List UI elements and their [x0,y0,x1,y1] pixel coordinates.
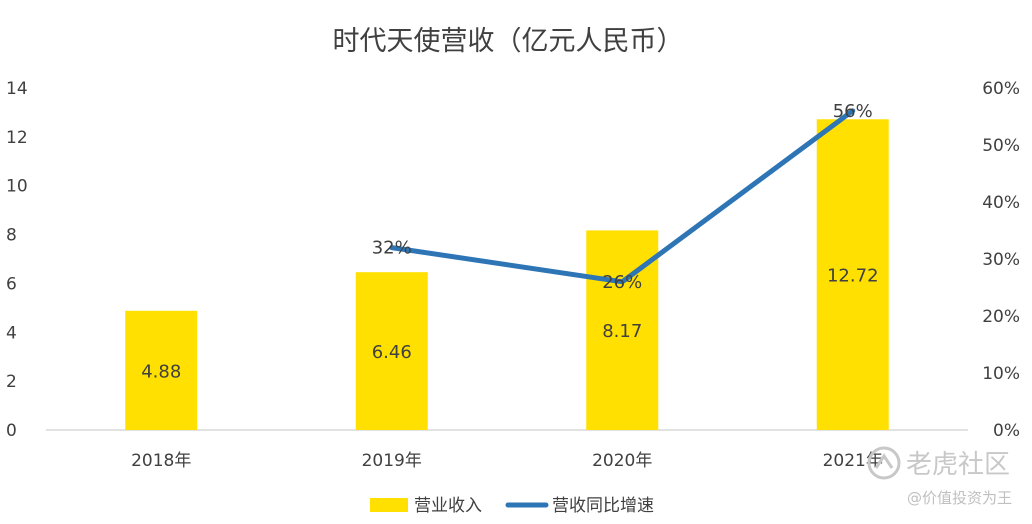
legend: 营业收入 营收同比增速 [370,496,654,516]
y2-tick-label: 10% [982,364,1020,384]
y-tick-label: 14 [6,79,28,99]
watermark: 老虎社区 @价值投资为王 [867,446,1012,507]
bar-data-labels: 4.88 6.46 8.17 12.72 [141,266,878,383]
line-series [389,108,856,285]
growth-line [389,108,856,285]
x-axis: 2018年 2019年 2020年 2021年 [131,451,883,471]
tiger-logo-icon [867,446,901,480]
y-tick-label: 2 [6,372,17,392]
chart-title: 时代天使营收（亿元人民币） [333,26,684,57]
bar-series [125,119,889,431]
legend-swatch-bar [370,498,408,512]
y-axis-left: 0 2 4 6 8 10 12 14 [6,79,28,441]
watermark-author: @价值投资为王 [907,489,1012,507]
x-tick-label: 2020年 [592,451,652,471]
y-tick-label: 0 [6,421,17,441]
y-tick-label: 6 [6,274,17,294]
bar-data-label: 6.46 [372,342,412,363]
bar [355,272,428,430]
bar [125,310,198,430]
x-tick-label: 2019年 [362,451,422,471]
y-tick-label: 10 [6,177,28,197]
y2-tick-label: 50% [982,136,1020,156]
bar-data-label: 8.17 [602,321,642,342]
y2-tick-label: 20% [982,307,1020,327]
bar-data-label: 12.72 [827,266,879,287]
y-tick-label: 8 [6,226,17,246]
line-data-label: 56% [833,101,873,122]
legend-label: 营业收入 [414,496,482,516]
bar [816,119,889,431]
y-tick-label: 12 [6,128,28,148]
y2-tick-label: 60% [982,79,1020,99]
line-data-label: 32% [372,238,412,259]
y-axis-right: 0% 10% 20% 30% 40% 50% 60% [982,79,1020,441]
y2-tick-label: 0% [993,421,1020,441]
watermark-brand: 老虎社区 [906,450,1010,480]
line-data-labels: 32% 26% 56% [372,101,873,293]
bar-data-label: 4.88 [141,361,181,382]
y2-tick-label: 30% [982,250,1020,270]
line-data-label: 26% [602,272,642,293]
x-tick-label: 2018年 [131,451,191,471]
y2-tick-label: 40% [982,193,1020,213]
y-tick-label: 4 [6,323,17,343]
legend-label: 营收同比增速 [552,496,654,516]
